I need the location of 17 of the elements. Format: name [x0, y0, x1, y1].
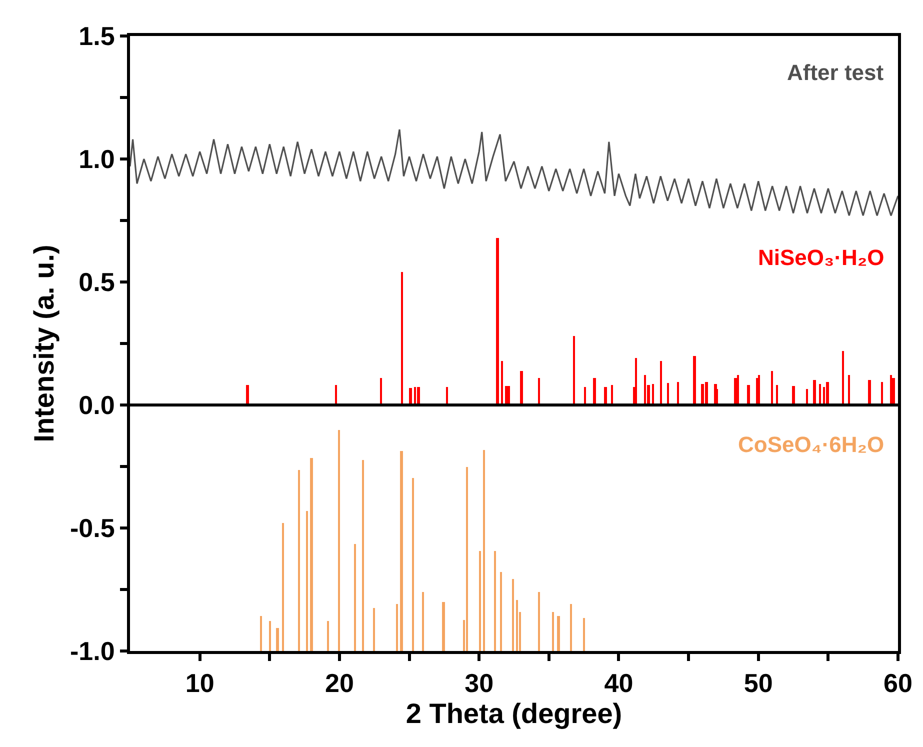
x-tick-label: 40: [604, 668, 634, 698]
y-tick-label: -0.5: [70, 513, 115, 544]
text: CoSeO₄·6H₂O: [738, 432, 884, 457]
y-tick-label: 1.5: [78, 21, 115, 52]
y-tick-label: -1.0: [70, 636, 115, 666]
text: NiSeO₃·H₂O: [758, 245, 884, 270]
text: After test: [787, 60, 884, 85]
x-tick-label: 30: [464, 668, 494, 698]
x-axis-title: 2 Theta (degree): [406, 698, 622, 730]
y-tick-label: 0.5: [78, 267, 115, 298]
y-axis-title: Intensity (a. u.): [28, 244, 60, 442]
y-tick-label: 1.0: [78, 144, 115, 174]
x-tick-label: 10: [185, 668, 214, 698]
x-tick-label: 50: [744, 668, 773, 698]
x-tick-label: 20: [324, 668, 354, 698]
x-tick-label: 60: [884, 668, 912, 698]
y-tick-label: 0.0: [78, 390, 115, 420]
